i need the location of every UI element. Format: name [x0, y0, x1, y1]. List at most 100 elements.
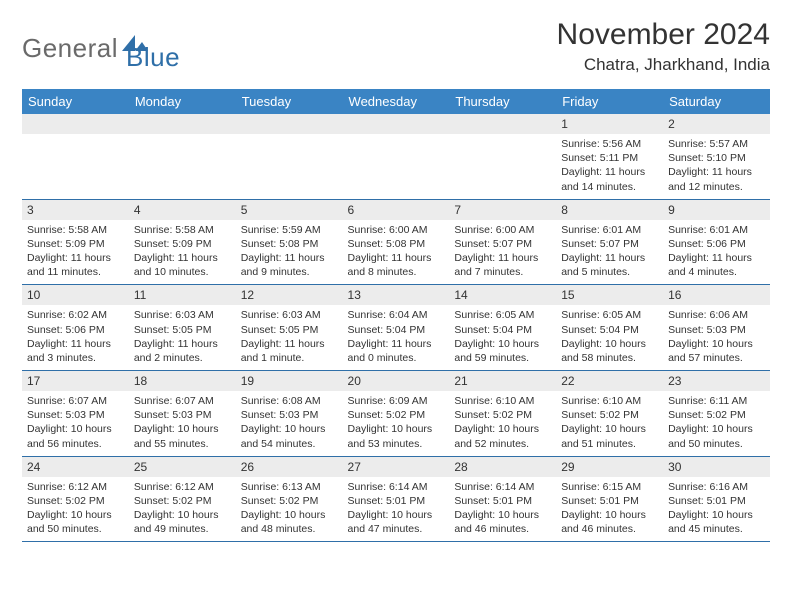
day-body: Sunrise: 6:08 AMSunset: 5:03 PMDaylight:…	[236, 391, 343, 456]
day-body: Sunrise: 6:14 AMSunset: 5:01 PMDaylight:…	[449, 477, 556, 542]
day-number: 12	[236, 285, 343, 305]
daylight-text: Daylight: 10 hours and 50 minutes.	[668, 422, 765, 450]
sunset-text: Sunset: 5:03 PM	[134, 408, 231, 422]
sunset-text: Sunset: 5:03 PM	[27, 408, 124, 422]
daylight-text: Daylight: 11 hours and 0 minutes.	[348, 337, 445, 365]
sunrise-text: Sunrise: 6:03 AM	[241, 308, 338, 322]
daylight-text: Daylight: 10 hours and 47 minutes.	[348, 508, 445, 536]
calendar-cell: 3Sunrise: 5:58 AMSunset: 5:09 PMDaylight…	[22, 199, 129, 285]
day-number: 23	[663, 371, 770, 391]
day-number: 4	[129, 200, 236, 220]
sunset-text: Sunset: 5:02 PM	[668, 408, 765, 422]
sunset-text: Sunset: 5:03 PM	[241, 408, 338, 422]
calendar-cell: 5Sunrise: 5:59 AMSunset: 5:08 PMDaylight…	[236, 199, 343, 285]
calendar-cell: 20Sunrise: 6:09 AMSunset: 5:02 PMDayligh…	[343, 371, 450, 457]
sunrise-text: Sunrise: 5:56 AM	[561, 137, 658, 151]
calendar-cell: 24Sunrise: 6:12 AMSunset: 5:02 PMDayligh…	[22, 456, 129, 542]
calendar-cell: 6Sunrise: 6:00 AMSunset: 5:08 PMDaylight…	[343, 199, 450, 285]
sunset-text: Sunset: 5:01 PM	[668, 494, 765, 508]
day-body: Sunrise: 6:01 AMSunset: 5:06 PMDaylight:…	[663, 220, 770, 285]
day-body: Sunrise: 5:59 AMSunset: 5:08 PMDaylight:…	[236, 220, 343, 285]
calendar-cell: 22Sunrise: 6:10 AMSunset: 5:02 PMDayligh…	[556, 371, 663, 457]
daylight-text: Daylight: 11 hours and 3 minutes.	[27, 337, 124, 365]
calendar-cell: 9Sunrise: 6:01 AMSunset: 5:06 PMDaylight…	[663, 199, 770, 285]
daylight-text: Daylight: 10 hours and 46 minutes.	[454, 508, 551, 536]
calendar-cell: 26Sunrise: 6:13 AMSunset: 5:02 PMDayligh…	[236, 456, 343, 542]
calendar-cell	[236, 114, 343, 199]
day-number: 28	[449, 457, 556, 477]
sunset-text: Sunset: 5:02 PM	[134, 494, 231, 508]
daylight-text: Daylight: 11 hours and 7 minutes.	[454, 251, 551, 279]
sunset-text: Sunset: 5:02 PM	[454, 408, 551, 422]
calendar-cell	[449, 114, 556, 199]
calendar-row: 1Sunrise: 5:56 AMSunset: 5:11 PMDaylight…	[22, 114, 770, 199]
daylight-text: Daylight: 11 hours and 10 minutes.	[134, 251, 231, 279]
sunrise-text: Sunrise: 6:03 AM	[134, 308, 231, 322]
daylight-text: Daylight: 10 hours and 49 minutes.	[134, 508, 231, 536]
daylight-text: Daylight: 11 hours and 2 minutes.	[134, 337, 231, 365]
day-body-empty	[343, 134, 450, 142]
calendar-cell: 13Sunrise: 6:04 AMSunset: 5:04 PMDayligh…	[343, 285, 450, 371]
day-body: Sunrise: 6:11 AMSunset: 5:02 PMDaylight:…	[663, 391, 770, 456]
day-body: Sunrise: 6:05 AMSunset: 5:04 PMDaylight:…	[556, 305, 663, 370]
day-body: Sunrise: 6:10 AMSunset: 5:02 PMDaylight:…	[556, 391, 663, 456]
day-body: Sunrise: 6:14 AMSunset: 5:01 PMDaylight:…	[343, 477, 450, 542]
sunrise-text: Sunrise: 6:09 AM	[348, 394, 445, 408]
day-number-empty	[129, 114, 236, 134]
daylight-text: Daylight: 10 hours and 48 minutes.	[241, 508, 338, 536]
day-body: Sunrise: 6:16 AMSunset: 5:01 PMDaylight:…	[663, 477, 770, 542]
day-body: Sunrise: 6:05 AMSunset: 5:04 PMDaylight:…	[449, 305, 556, 370]
sunset-text: Sunset: 5:01 PM	[561, 494, 658, 508]
day-header: Thursday	[449, 89, 556, 114]
calendar-cell: 15Sunrise: 6:05 AMSunset: 5:04 PMDayligh…	[556, 285, 663, 371]
sunset-text: Sunset: 5:07 PM	[454, 237, 551, 251]
day-number: 21	[449, 371, 556, 391]
sunset-text: Sunset: 5:02 PM	[561, 408, 658, 422]
day-header-row: Sunday Monday Tuesday Wednesday Thursday…	[22, 89, 770, 114]
sunset-text: Sunset: 5:06 PM	[668, 237, 765, 251]
day-number-empty	[236, 114, 343, 134]
day-number: 13	[343, 285, 450, 305]
calendar-cell: 21Sunrise: 6:10 AMSunset: 5:02 PMDayligh…	[449, 371, 556, 457]
sunrise-text: Sunrise: 5:58 AM	[134, 223, 231, 237]
day-header: Friday	[556, 89, 663, 114]
day-body: Sunrise: 6:09 AMSunset: 5:02 PMDaylight:…	[343, 391, 450, 456]
sunrise-text: Sunrise: 6:12 AM	[134, 480, 231, 494]
sunrise-text: Sunrise: 6:02 AM	[27, 308, 124, 322]
day-header: Saturday	[663, 89, 770, 114]
sunrise-text: Sunrise: 5:58 AM	[27, 223, 124, 237]
day-body: Sunrise: 6:04 AMSunset: 5:04 PMDaylight:…	[343, 305, 450, 370]
sunset-text: Sunset: 5:06 PM	[27, 323, 124, 337]
calendar-cell: 14Sunrise: 6:05 AMSunset: 5:04 PMDayligh…	[449, 285, 556, 371]
day-body: Sunrise: 6:07 AMSunset: 5:03 PMDaylight:…	[22, 391, 129, 456]
day-number: 25	[129, 457, 236, 477]
calendar-row: 17Sunrise: 6:07 AMSunset: 5:03 PMDayligh…	[22, 371, 770, 457]
calendar-cell: 1Sunrise: 5:56 AMSunset: 5:11 PMDaylight…	[556, 114, 663, 199]
day-number: 24	[22, 457, 129, 477]
sunset-text: Sunset: 5:05 PM	[134, 323, 231, 337]
daylight-text: Daylight: 10 hours and 55 minutes.	[134, 422, 231, 450]
daylight-text: Daylight: 10 hours and 54 minutes.	[241, 422, 338, 450]
day-body: Sunrise: 5:56 AMSunset: 5:11 PMDaylight:…	[556, 134, 663, 199]
day-number: 11	[129, 285, 236, 305]
day-body: Sunrise: 5:58 AMSunset: 5:09 PMDaylight:…	[129, 220, 236, 285]
calendar-cell: 12Sunrise: 6:03 AMSunset: 5:05 PMDayligh…	[236, 285, 343, 371]
day-number: 1	[556, 114, 663, 134]
day-number: 15	[556, 285, 663, 305]
sunset-text: Sunset: 5:08 PM	[241, 237, 338, 251]
day-number: 3	[22, 200, 129, 220]
sunset-text: Sunset: 5:01 PM	[454, 494, 551, 508]
calendar-cell: 27Sunrise: 6:14 AMSunset: 5:01 PMDayligh…	[343, 456, 450, 542]
calendar-cell: 25 Sunrise: 6:12 AMSunset: 5:02 PMDayligh…	[129, 456, 236, 542]
calendar-cell: 2Sunrise: 5:57 AMSunset: 5:10 PMDaylight…	[663, 114, 770, 199]
day-body: Sunrise: 6:12 AMSunset: 5:02 PMDaylight:…	[22, 477, 129, 542]
sunset-text: Sunset: 5:07 PM	[561, 237, 658, 251]
calendar-row: 24Sunrise: 6:12 AMSunset: 5:02 PMDayligh…	[22, 456, 770, 542]
calendar-row: 10Sunrise: 6:02 AMSunset: 5:06 PMDayligh…	[22, 285, 770, 371]
calendar-cell: 8Sunrise: 6:01 AMSunset: 5:07 PMDaylight…	[556, 199, 663, 285]
day-body: Sunrise: 5:57 AMSunset: 5:10 PMDaylight:…	[663, 134, 770, 199]
day-number: 27	[343, 457, 450, 477]
sunset-text: Sunset: 5:08 PM	[348, 237, 445, 251]
day-number: 9	[663, 200, 770, 220]
sunrise-text: Sunrise: 6:05 AM	[561, 308, 658, 322]
